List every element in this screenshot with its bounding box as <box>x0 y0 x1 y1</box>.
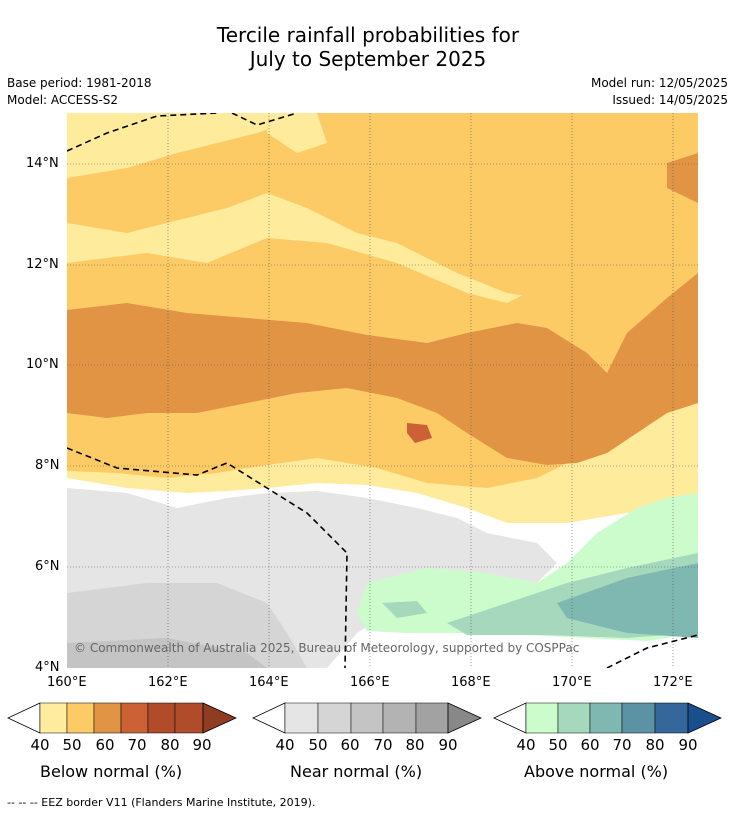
cb3-tick-70: 70 <box>612 736 632 754</box>
cb1-tick-70: 70 <box>127 736 147 754</box>
cb1-tick-40: 40 <box>30 736 50 754</box>
colorbar-near-normal <box>252 702 482 734</box>
lon-tick-172e: 172°E <box>653 675 693 690</box>
issued-date: Issued: 14/05/2025 <box>612 93 728 107</box>
cb2-tick-50: 50 <box>308 736 328 754</box>
cb3-tick-60: 60 <box>580 736 600 754</box>
lon-tick-164e: 164°E <box>249 675 289 690</box>
lon-tick-166e: 166°E <box>350 675 390 690</box>
cb1-tick-80: 80 <box>160 736 180 754</box>
lon-tick-162e: 162°E <box>148 675 188 690</box>
lat-tick-8n: 8°N <box>35 458 60 473</box>
cb1-tick-90: 90 <box>192 736 212 754</box>
colorbar-above-normal <box>493 702 722 734</box>
eez-footer-note: -- -- -- EEZ border V11 (Flanders Marine… <box>7 796 316 809</box>
lat-tick-14n: 14°N <box>26 156 59 171</box>
cb3-tick-50: 50 <box>548 736 568 754</box>
cb2-tick-90: 90 <box>438 736 458 754</box>
cb1-tick-60: 60 <box>95 736 115 754</box>
base-period: Base period: 1981-2018 <box>7 76 152 90</box>
cb3-tick-90: 90 <box>678 736 698 754</box>
title-line-1: Tercile rainfall probabilities for <box>216 23 520 47</box>
model-run: Model run: 12/05/2025 <box>590 76 728 90</box>
cb2-tick-80: 80 <box>405 736 425 754</box>
colorbars <box>7 702 722 734</box>
cb3-tick-40: 40 <box>516 736 536 754</box>
cb2-tick-60: 60 <box>340 736 360 754</box>
colorbar-below-normal <box>7 702 237 734</box>
above-normal-label: Above normal (%) <box>524 762 669 781</box>
lat-tick-6n: 6°N <box>35 559 60 574</box>
near-normal-label: Near normal (%) <box>290 762 423 781</box>
cb2-tick-40: 40 <box>275 736 295 754</box>
cb3-tick-80: 80 <box>645 736 665 754</box>
lon-tick-160e: 160°E <box>47 675 87 690</box>
cb1-tick-50: 50 <box>62 736 82 754</box>
lon-tick-168e: 168°E <box>451 675 491 690</box>
below-normal-label: Below normal (%) <box>40 762 183 781</box>
model-name: Model: ACCESS-S2 <box>7 93 119 107</box>
rainfall-map <box>67 113 698 668</box>
title-line-2: July to September 2025 <box>249 47 487 71</box>
lon-tick-170e: 170°E <box>552 675 592 690</box>
lat-tick-10n: 10°N <box>26 357 59 372</box>
rainfall-map-graphic <box>67 113 698 668</box>
lat-tick-12n: 12°N <box>26 257 59 272</box>
copyright-text: © Commonwealth of Australia 2025, Bureau… <box>74 641 580 655</box>
lat-tick-4n: 4°N <box>35 660 60 675</box>
cb2-tick-70: 70 <box>373 736 393 754</box>
